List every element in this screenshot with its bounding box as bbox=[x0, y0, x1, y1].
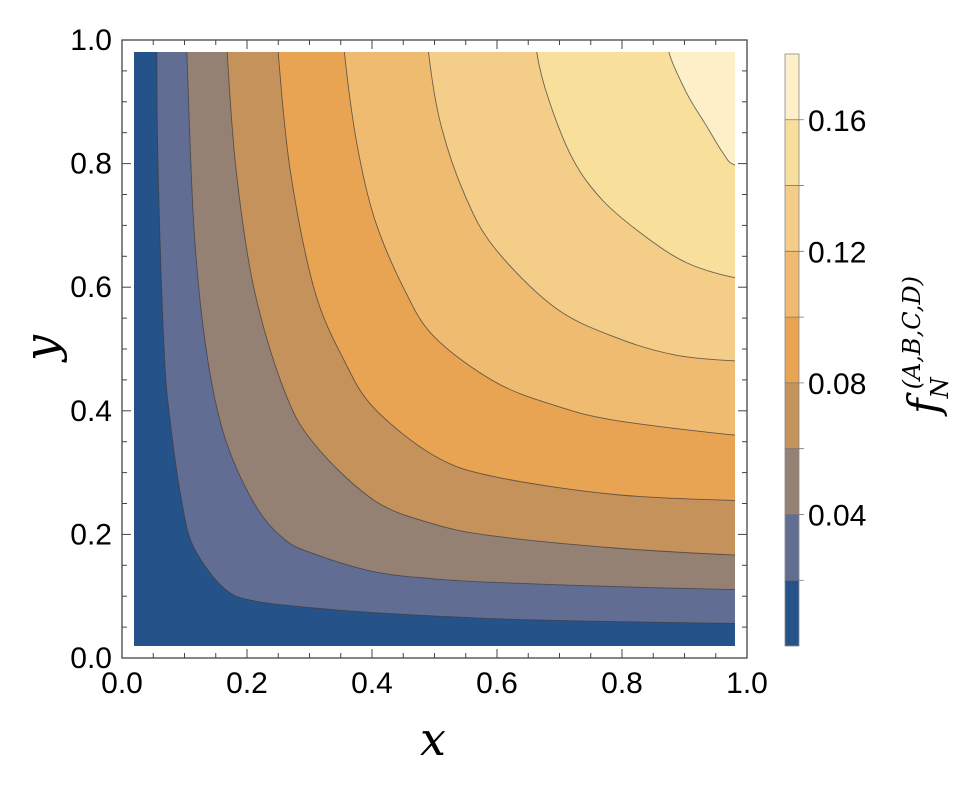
x-tick-label: 0.8 bbox=[601, 667, 643, 700]
colorbar-band bbox=[785, 185, 799, 252]
y-axis-ticks: 0.0 0.2 0.4 0.6 0.8 1.0 bbox=[70, 24, 747, 675]
colorbar-ticks: 0.04 0.08 0.12 0.16 bbox=[785, 105, 866, 581]
x-axis-ticks: 0.0 0.2 0.4 0.6 0.8 1.0 bbox=[101, 40, 768, 700]
contour-line-0.12 bbox=[428, 52, 735, 362]
colorbar-label: fN(A,B,C,D) bbox=[898, 276, 954, 417]
y-tick-label: 0.6 bbox=[70, 271, 112, 304]
contour-bands bbox=[134, 52, 735, 646]
y-tick-label: 0.4 bbox=[70, 395, 112, 428]
colorbar-tick-label: 0.04 bbox=[808, 499, 866, 532]
x-tick-label: 0.0 bbox=[101, 667, 143, 700]
contour-band-below-0.06 bbox=[134, 52, 735, 646]
y-tick-label: 0.8 bbox=[70, 148, 112, 181]
colorbar-tick-label: 0.08 bbox=[808, 368, 866, 401]
y-tick-label: 0.2 bbox=[70, 518, 112, 551]
contour-line-0.14 bbox=[536, 52, 735, 279]
contour-line-0.04 bbox=[186, 52, 735, 591]
colorbar-tick-label: 0.16 bbox=[808, 105, 866, 138]
colorbar-band bbox=[785, 119, 799, 186]
colorbar-band bbox=[785, 317, 799, 383]
x-tick-label: 0.4 bbox=[351, 667, 393, 700]
contour-line-0.02 bbox=[156, 52, 735, 624]
colorbar-tick-label: 0.12 bbox=[808, 236, 866, 269]
colorbar-label-sup: (A,B,C,D) bbox=[898, 276, 926, 389]
colorbar-band bbox=[785, 514, 799, 581]
x-tick-label: 1.0 bbox=[726, 667, 768, 700]
colorbar-band bbox=[785, 382, 799, 449]
colorbar-label-sub: N bbox=[926, 376, 954, 399]
colorbar bbox=[784, 53, 800, 647]
x-axis-label: x bbox=[420, 712, 446, 766]
contour-line-0.08 bbox=[277, 52, 735, 501]
contour-band-below-0.02 bbox=[134, 52, 735, 646]
colorbar-band bbox=[785, 251, 799, 318]
contour-line-0.1 bbox=[343, 52, 735, 436]
x-tick-label: 0.2 bbox=[226, 667, 268, 700]
colorbar-band bbox=[785, 54, 799, 120]
y-axis-label: y bbox=[14, 334, 68, 363]
colorbar-band bbox=[785, 448, 799, 515]
colorbar-band bbox=[785, 580, 799, 646]
contour-line-0.16 bbox=[668, 52, 735, 166]
y-tick-label: 0.0 bbox=[70, 642, 112, 675]
contour-lines bbox=[156, 52, 735, 624]
colorbar-frame bbox=[784, 53, 800, 647]
x-tick-label: 0.6 bbox=[476, 667, 518, 700]
y-tick-label: 1.0 bbox=[70, 24, 112, 57]
contour-line-0.06 bbox=[226, 52, 735, 556]
